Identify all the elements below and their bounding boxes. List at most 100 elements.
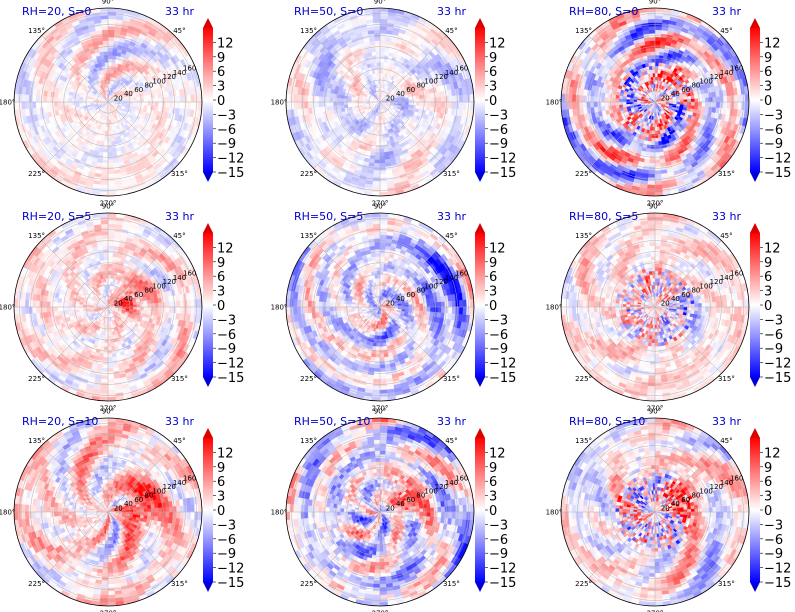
heatmap-cell (426, 101, 431, 107)
heatmap-cell (379, 155, 386, 161)
heatmap-cell (694, 97, 699, 103)
heatmap-cell (622, 98, 627, 103)
heatmap-cell (701, 97, 706, 103)
heatmap-cell (107, 144, 113, 150)
colorbar-tick-label: −15 (217, 166, 244, 181)
heatmap-cell (303, 101, 309, 109)
radial-tick-label: 40 (124, 90, 133, 98)
heatmap-cell (379, 33, 387, 38)
heatmap-cell (379, 29, 387, 34)
heatmap-cell (444, 95, 449, 103)
heatmap-cell (307, 95, 312, 103)
heatmap-cell (307, 101, 312, 109)
heatmap-cell (650, 47, 656, 52)
heatmap-cell (20, 94, 26, 103)
heatmap-cell (422, 101, 428, 107)
colorbar-tick-label: 9 (489, 51, 497, 66)
heatmap-cell (168, 101, 174, 108)
heatmap-cell (347, 96, 352, 100)
heatmap-cell (672, 101, 677, 105)
heatmap-cell (321, 101, 327, 108)
heatmap-cell (57, 101, 62, 107)
colorbar-tick-label: −6 (489, 123, 508, 138)
colorbar-tick-label: −9 (489, 137, 508, 152)
heatmap-cell (46, 101, 51, 108)
heatmap-cell (451, 95, 457, 103)
heatmap-cell (103, 144, 109, 150)
colorbar-tick-label: 12 (489, 36, 506, 51)
heatmap-cell (103, 152, 109, 157)
heatmap-cell (336, 97, 341, 103)
heatmap-cell (379, 72, 383, 78)
heatmap-cell (604, 101, 609, 107)
angle-tick-label: 45° (173, 27, 185, 35)
heatmap-cell (107, 152, 113, 157)
heatmap-cell (53, 97, 58, 103)
heatmap-cell (379, 162, 386, 168)
heatmap-cell (107, 173, 115, 179)
heatmap-cell (64, 97, 69, 103)
panel-time-label: 33 hr (437, 5, 466, 18)
heatmap-cell (102, 43, 109, 49)
heatmap-cell (372, 18, 381, 24)
heatmap-cell (103, 47, 109, 52)
heatmap-cell (404, 101, 410, 105)
colorbar-tick-label: 0 (489, 94, 497, 109)
heatmap-cell (314, 101, 320, 108)
heatmap-cell (35, 95, 40, 103)
heatmap-cell (701, 101, 706, 107)
heatmap-cell (107, 69, 112, 74)
heatmap-cell (379, 47, 385, 52)
heatmap-cell (347, 98, 352, 103)
heatmap-cell (433, 96, 439, 103)
heatmap-cell (296, 94, 302, 103)
heatmap-cell (100, 14, 109, 20)
heatmap-cell (339, 98, 345, 103)
heatmap-cell (683, 101, 688, 106)
heatmap-cell (622, 96, 627, 100)
heatmap-cell (321, 96, 327, 103)
heatmap-cell (650, 141, 656, 146)
heatmap-cell (107, 25, 115, 31)
heatmap-cell (101, 25, 109, 31)
heatmap-cell (448, 101, 453, 109)
heatmap-cell (24, 101, 30, 110)
angle-tick-label: 90° (374, 0, 386, 6)
heatmap-cell (332, 101, 338, 107)
heatmap-cell (652, 119, 656, 124)
colorbar-tick-label: 6 (489, 65, 497, 80)
heatmap-cell (102, 162, 109, 168)
heatmap-cell (103, 54, 109, 60)
heatmap-cell (654, 43, 661, 49)
heatmap-cell (107, 137, 112, 143)
heatmap-cell (408, 104, 413, 108)
heatmap-cell (136, 104, 141, 108)
heatmap-cell (654, 58, 660, 63)
heatmap-cell (67, 98, 73, 103)
heatmap-cell (374, 162, 381, 168)
heatmap-cell (379, 51, 385, 56)
radial-tick-label: 20 (386, 94, 395, 102)
heatmap-cell (303, 95, 309, 103)
heatmap-cell (107, 18, 116, 24)
heatmap-cell (373, 33, 381, 38)
colorbar-extend-min (475, 172, 485, 182)
heatmap-cell (708, 96, 714, 103)
heatmap-cell (376, 137, 381, 143)
heatmap-cell (39, 101, 44, 109)
heatmap-cell (107, 47, 113, 52)
heatmap-cell (375, 144, 381, 150)
heatmap-cell (107, 170, 115, 175)
heatmap-cell (375, 54, 381, 60)
heatmap-cell (451, 101, 457, 109)
heatmap-cell (100, 137, 106, 142)
heatmap-cell (105, 119, 109, 124)
heatmap-cell (31, 101, 37, 109)
colorbar-extend-min (203, 172, 213, 182)
heatmap-cell (107, 148, 113, 153)
heatmap-cell (103, 51, 109, 56)
heatmap-cell (107, 180, 116, 186)
heatmap-cell (458, 94, 464, 103)
